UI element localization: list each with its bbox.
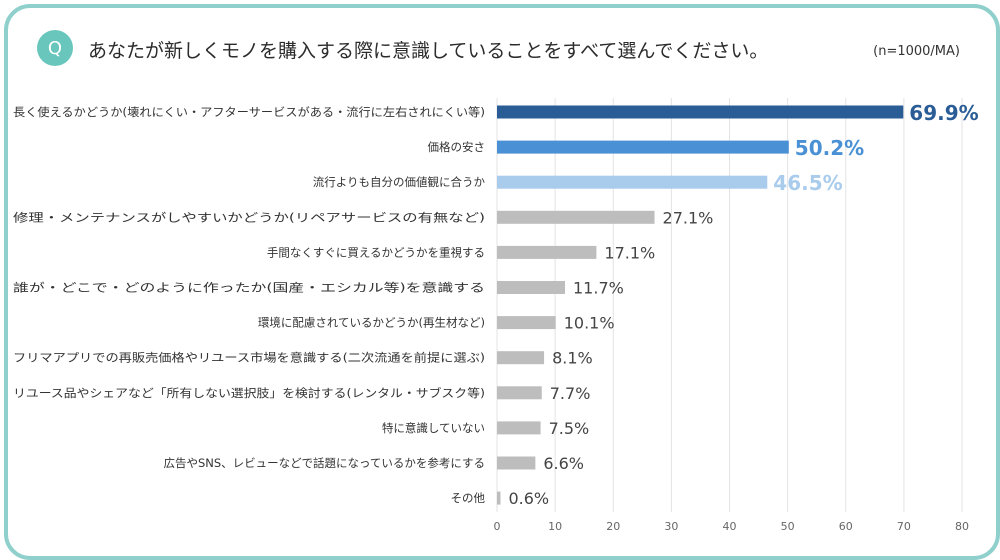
value-label: 17.1% bbox=[604, 243, 655, 262]
category-label: 修理・メンテナンスがしやすいかどうか(リペアサービスの有無など) bbox=[13, 210, 485, 224]
value-label: 46.5% bbox=[773, 171, 842, 195]
bar bbox=[497, 456, 536, 470]
bar bbox=[497, 245, 597, 259]
category-label: 流行よりも自分の価値観に合うか bbox=[313, 175, 486, 189]
grid-lines bbox=[496, 98, 963, 512]
sample-size-note: (n=1000/MA) bbox=[873, 44, 960, 59]
category-label: 広告やSNS、レビューなどで話題になっているかを参考にする bbox=[163, 456, 485, 470]
category-labels: 長く使えるかどうか(壊れにくい・アフターサービスがある・流行に左右されにくい等)… bbox=[13, 105, 485, 505]
value-label: 7.7% bbox=[550, 384, 591, 403]
question-text: あなたが新しくモノを購入する際に意識していることをすべて選んでください。 bbox=[88, 40, 769, 62]
category-label: 特に意識していない bbox=[382, 421, 485, 435]
value-label: 50.2% bbox=[795, 136, 864, 160]
bar bbox=[497, 105, 904, 119]
x-axis-ticks: 0 10 20 30 40 50 60 70 80 bbox=[494, 520, 970, 533]
value-label: 11.7% bbox=[573, 279, 624, 298]
x-tick-label: 40 bbox=[723, 520, 737, 533]
question-badge: Q bbox=[37, 30, 73, 66]
x-tick-label: 80 bbox=[955, 520, 969, 533]
x-tick-label: 0 bbox=[494, 520, 501, 533]
category-label: 長く使えるかどうか(壊れにくい・アフターサービスがある・流行に左右されにくい等) bbox=[13, 105, 485, 119]
category-label: 環境に配慮されているかどうか(再生材など) bbox=[258, 316, 485, 330]
bar bbox=[497, 210, 655, 224]
category-label: 価格の安さ bbox=[428, 140, 486, 154]
value-label: 7.5% bbox=[549, 419, 590, 438]
x-tick-label: 60 bbox=[839, 520, 853, 533]
value-label: 8.1% bbox=[552, 349, 593, 368]
bars bbox=[497, 105, 904, 505]
bar bbox=[497, 140, 789, 154]
x-tick-label: 30 bbox=[664, 520, 678, 533]
category-label: 誰が・どこで・どのように作ったか(国産・エシカル等)を意識する bbox=[13, 281, 485, 295]
bar bbox=[497, 175, 768, 189]
category-label: その他 bbox=[451, 491, 486, 505]
bar bbox=[497, 281, 566, 294]
category-label: フリマアプリでの再販売価格やリユース市場を意識する(二次流通を前提に選ぶ) bbox=[13, 351, 485, 365]
value-label: 69.9% bbox=[909, 101, 978, 125]
value-label: 27.1% bbox=[663, 208, 714, 227]
x-tick-label: 10 bbox=[548, 520, 562, 533]
x-tick-label: 70 bbox=[897, 520, 911, 533]
bar bbox=[497, 351, 545, 365]
x-tick-label: 20 bbox=[606, 520, 620, 533]
x-tick-label: 50 bbox=[781, 520, 795, 533]
value-label: 6.6% bbox=[543, 454, 584, 473]
bar bbox=[497, 421, 541, 435]
value-labels: 69.9% 50.2% 46.5% 27.1% 17.1% 11.7% 10.1% 8.1% 7… bbox=[508, 101, 978, 508]
value-label: 10.1% bbox=[564, 314, 615, 333]
category-label: 手間なくすぐに買えるかどうかを重視する bbox=[267, 245, 485, 259]
bar bbox=[497, 386, 542, 400]
value-label: 0.6% bbox=[508, 489, 549, 508]
bar bbox=[497, 491, 501, 505]
category-label: リユース品やシェアなど「所有しない選択肢」を検討する(レンタル・サブスク等) bbox=[13, 386, 485, 400]
bar bbox=[497, 316, 556, 330]
